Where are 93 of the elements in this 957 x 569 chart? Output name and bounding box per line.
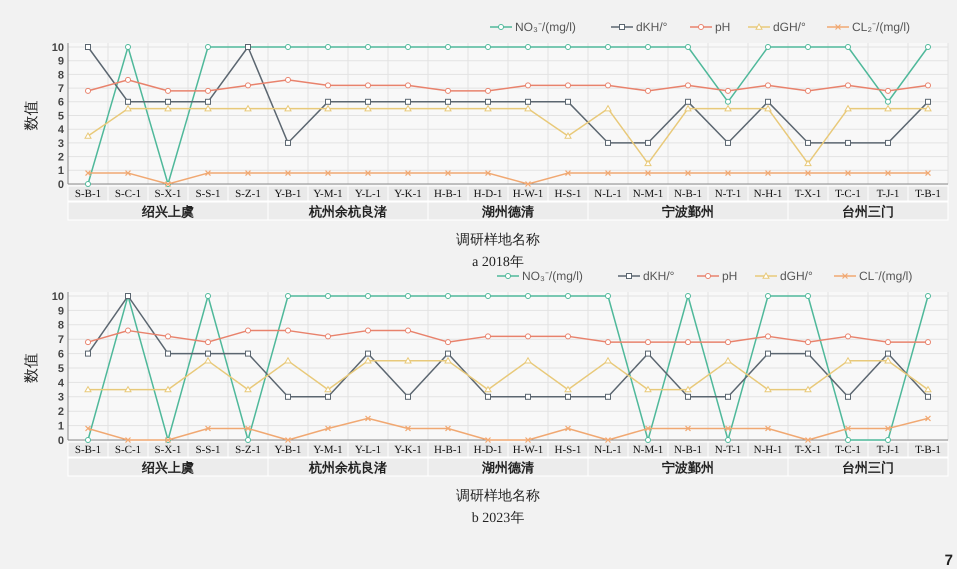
x-tick-label: H-B-1 [434, 444, 462, 456]
x-axis-title: 调研样地名称 [456, 232, 540, 248]
x-tick-label: H-D-1 [474, 444, 502, 456]
x-tick-label: N-B-1 [674, 444, 702, 456]
text: a 2018年 [472, 254, 524, 270]
x-tick-label: N-H-1 [754, 444, 782, 456]
y-tick-label: 2 [58, 406, 64, 418]
y-tick-label: 8 [58, 320, 64, 332]
x-tick-label: T-J-1 [876, 444, 900, 456]
y-tick-label: 0 [58, 178, 64, 191]
x-tick-label: T-C-1 [835, 444, 861, 456]
y-axis-title: 数值 [22, 353, 40, 383]
x-tick-label: H-B-1 [434, 188, 462, 200]
x-tick-label: H-S-1 [554, 188, 582, 200]
legend-label: CL⁻/(mg/l) [859, 269, 912, 284]
text: 杭州余杭良渚 [308, 204, 387, 220]
x-tick-label: T-J-1 [876, 188, 900, 200]
x-tick-label: Y-L-1 [354, 188, 382, 200]
x-tick-label: S-X-1 [154, 444, 182, 456]
x-tick-label: Y-B-1 [274, 444, 302, 456]
x-tick-label: N-L-1 [594, 444, 622, 456]
x-tick-label: T-B-1 [915, 444, 941, 456]
legend-label: NO₃⁻/(mg/l) [522, 269, 583, 284]
y-tick-label: 10 [52, 42, 64, 54]
x-tick-label: N-L-1 [594, 188, 622, 200]
x-tick-label: Y-B-1 [274, 188, 302, 200]
x-tick-label: S-S-1 [195, 188, 221, 200]
x-tick-label: N-T-1 [714, 188, 742, 200]
text: 台州三门 [842, 460, 894, 476]
text: b 2023年 [472, 510, 524, 526]
x-tick-label: H-D-1 [474, 188, 502, 200]
text: 湖州德清 [481, 205, 534, 220]
y-tick-label: 3 [58, 138, 64, 150]
y-tick-label: 8 [58, 69, 64, 82]
y-tick-label: 2 [58, 151, 64, 164]
x-tick-label: T-C-1 [835, 188, 861, 200]
x-tick-label: Y-M-1 [313, 188, 343, 200]
x-tick-label: Y-K-1 [394, 444, 422, 456]
y-tick-label: 10 [52, 290, 64, 303]
y-tick-label: 0 [58, 434, 64, 447]
y-tick-label: 3 [58, 392, 64, 404]
legend-label: pH [715, 20, 730, 34]
y-tick-label: 9 [58, 305, 64, 318]
text: 台州三门 [842, 204, 894, 220]
x-tick-label: N-T-1 [714, 444, 742, 456]
x-tick-label: N-B-1 [674, 188, 702, 200]
x-tick-label: S-B-1 [74, 188, 102, 200]
x-tick-label: N-M-1 [632, 444, 664, 456]
legend-label: dGH/° [780, 269, 814, 284]
x-tick-label: H-W-1 [512, 188, 544, 200]
x-tick-label: S-C-1 [114, 444, 142, 456]
legend-label: NO₃⁻/(mg/l) [515, 20, 576, 34]
legend-label: dGH/° [773, 20, 806, 34]
y-axis-title: 数值 [22, 100, 40, 130]
text: 湖州德清 [481, 461, 534, 476]
text: 宁波鄞州 [662, 460, 714, 476]
x-tick-label: S-B-1 [74, 444, 102, 456]
text: 绍兴上虞 [141, 204, 194, 220]
x-tick-label: T-X-1 [794, 444, 822, 456]
text: 宁波鄞州 [662, 204, 714, 220]
y-tick-label: 6 [58, 96, 64, 109]
y-tick-label: 9 [58, 56, 64, 68]
legend-label: pH [722, 269, 738, 284]
x-tick-label: N-H-1 [754, 188, 782, 200]
x-axis-title: 调研样地名称 [456, 488, 540, 504]
x-tick-label: T-X-1 [794, 188, 822, 200]
x-tick-label: H-W-1 [512, 444, 544, 456]
x-tick-label: N-M-1 [632, 188, 664, 200]
x-tick-label: T-B-1 [915, 188, 941, 200]
y-tick-label: 5 [58, 362, 64, 375]
x-tick-label: S-Z-1 [235, 188, 261, 200]
legend-label: CL₂⁻/(mg/l) [852, 20, 910, 34]
legend-label: dKH/° [636, 20, 668, 34]
y-tick-label: 7 [58, 334, 64, 346]
y-tick-label: 4 [58, 124, 65, 136]
text: 绍兴上虞 [141, 460, 194, 476]
y-tick-label: 1 [58, 420, 64, 432]
y-tick-label: 1 [58, 165, 64, 178]
y-tick-label: 5 [58, 110, 64, 122]
legend-label: dKH/° [643, 269, 675, 284]
x-tick-label: S-S-1 [195, 444, 221, 456]
x-tick-label: H-S-1 [554, 444, 582, 456]
x-tick-label: S-X-1 [154, 188, 182, 200]
text: 杭州余杭良渚 [308, 460, 387, 476]
y-tick-label: 7 [58, 82, 64, 95]
text: 7 [944, 552, 953, 569]
x-tick-label: Y-M-1 [313, 444, 343, 456]
x-tick-label: S-Z-1 [235, 444, 261, 456]
x-tick-label: Y-L-1 [354, 444, 382, 456]
x-tick-label: S-C-1 [114, 188, 142, 200]
y-tick-label: 4 [58, 377, 65, 390]
y-tick-label: 6 [58, 348, 64, 360]
x-tick-label: Y-K-1 [394, 188, 422, 200]
